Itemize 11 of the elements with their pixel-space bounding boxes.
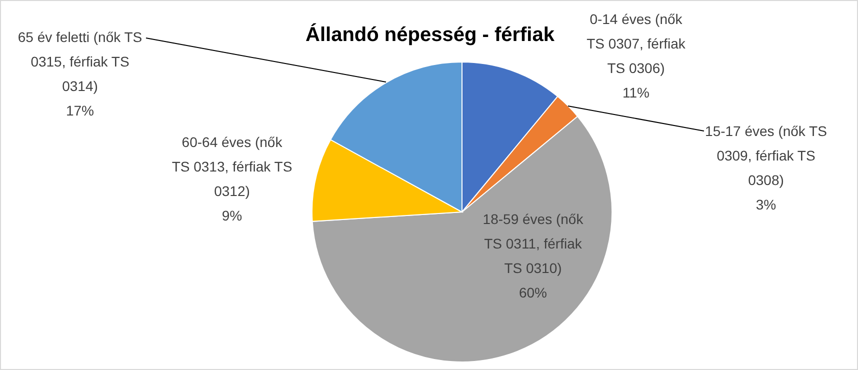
slice-label: 60-64 éves (nők TS 0313, férfiak TS 0312) bbox=[172, 134, 292, 199]
slice-label: 15-17 éves (nők TS 0309, férfiak TS 0308) bbox=[705, 123, 827, 188]
slice-label: 65 év feletti (nők TS 0315, férfiak TS 0314) bbox=[18, 29, 142, 94]
data-label: 11% bbox=[622, 84, 650, 100]
text: Állandó népesség - férfiak bbox=[306, 23, 556, 46]
data-label: 60% bbox=[518, 284, 548, 300]
data-label: 3% bbox=[756, 196, 776, 212]
data-label: 9% bbox=[222, 208, 242, 224]
slice-label: 18-59 éves (nők TS 0311, férfiak TS 0310) bbox=[482, 211, 584, 276]
slice-label: 0-14 éves (nők TS 0307, férfiak TS 0306) bbox=[586, 11, 686, 76]
data-label: 17% bbox=[66, 102, 94, 118]
